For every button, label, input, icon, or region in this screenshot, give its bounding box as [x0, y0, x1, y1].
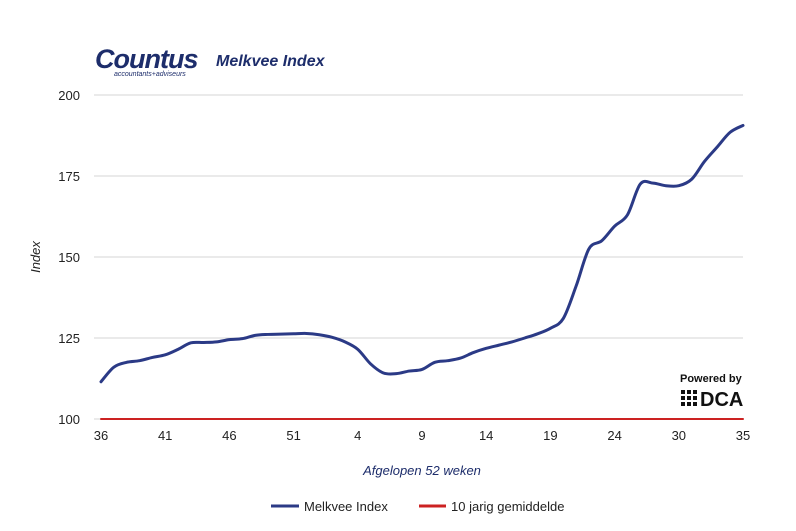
x-tick-label: 19	[543, 428, 557, 443]
y-tick-label: 150	[58, 250, 80, 265]
powered-by-label: Powered by	[680, 373, 743, 385]
y-tick-label: 100	[58, 412, 80, 427]
logo-name: Countus	[95, 44, 198, 74]
dca-brand: DCA	[700, 389, 743, 411]
x-tick-label: 41	[158, 428, 172, 443]
legend-item-melkvee-index: Melkvee Index	[271, 499, 388, 514]
legend-label: 10 jarig gemiddelde	[451, 499, 564, 514]
x-axis-title: Afgelopen 52 weken	[362, 463, 481, 478]
countus-logo: Countus accountants+adviseurs	[95, 44, 199, 78]
y-tick-label: 175	[58, 169, 80, 184]
melkvee-index-line	[99, 123, 745, 384]
legend-item-10-jarig-gemiddelde: 10 jarig gemiddelde	[419, 499, 564, 514]
x-tick-label: 36	[94, 428, 108, 443]
x-tick-label: 51	[286, 428, 300, 443]
legend-label: Melkvee Index	[304, 499, 388, 514]
legend: Melkvee Index 10 jarig gemiddelde	[271, 499, 564, 514]
y-axis-ticks: 100 125 150 175 200	[58, 88, 80, 427]
x-tick-label: 24	[607, 428, 621, 443]
dca-grid-icon	[681, 390, 697, 406]
logo-tagline: accountants+adviseurs	[114, 71, 186, 78]
x-tick-label: 35	[736, 428, 750, 443]
x-tick-label: 4	[354, 428, 361, 443]
series-lines	[99, 123, 745, 421]
powered-by-dca: Powered by DCA	[680, 373, 743, 411]
x-tick-label: 9	[418, 428, 425, 443]
y-axis-title: Index	[28, 241, 43, 273]
x-tick-label: 14	[479, 428, 493, 443]
y-tick-label: 200	[58, 88, 80, 103]
x-axis-ticks: 36 41 46 51 4 9 14 19 24 30 35	[94, 428, 750, 443]
y-tick-label: 125	[58, 331, 80, 346]
x-tick-label: 30	[672, 428, 686, 443]
x-tick-label: 46	[222, 428, 236, 443]
chart-title: Melkvee Index	[216, 53, 326, 70]
